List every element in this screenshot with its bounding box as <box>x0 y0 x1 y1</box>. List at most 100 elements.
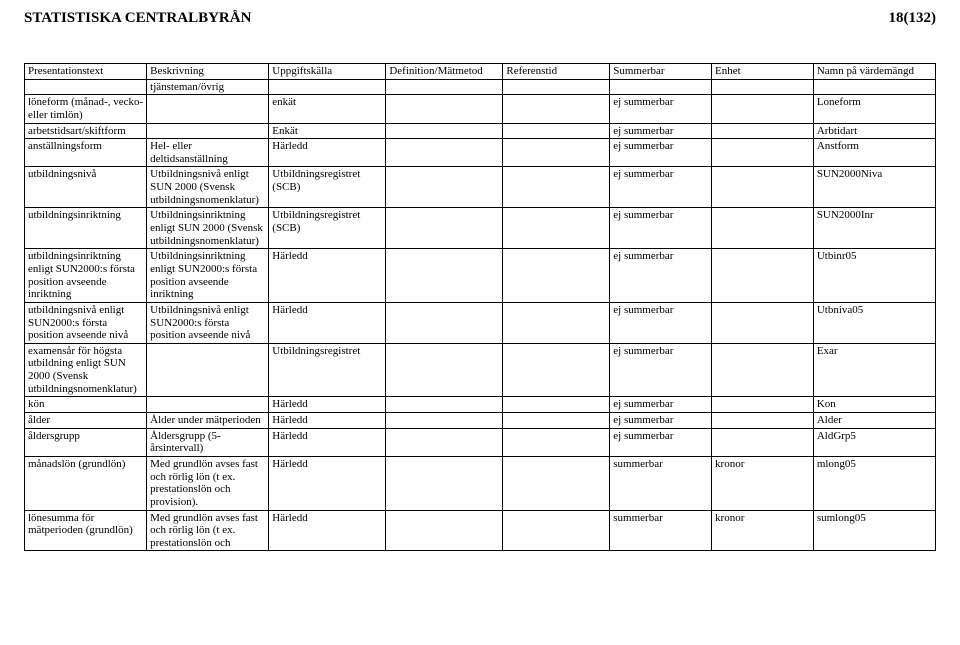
cell <box>386 208 503 249</box>
cell: Åldersgrupp (5-årsintervall) <box>147 428 269 456</box>
cell: Utbinr05 <box>813 249 935 303</box>
cell: utbildningsnivå <box>25 167 147 208</box>
cell: Utbildningsnivå enligt SUN2000:s första … <box>147 302 269 343</box>
cell: ej summerbar <box>610 413 712 429</box>
cell: månadslön (grundlön) <box>25 456 147 510</box>
cell <box>712 397 814 413</box>
cell: Utbildningsregistret (SCB) <box>269 208 386 249</box>
table-row: månadslön (grundlön)Med grundlön avses f… <box>25 456 936 510</box>
cell: utbildningsinriktning enligt SUN2000:s f… <box>25 249 147 303</box>
cell <box>386 456 503 510</box>
cell: Härledd <box>269 397 386 413</box>
org-name: STATISTISKA CENTRALBYRÅN <box>24 10 251 27</box>
cell <box>147 123 269 139</box>
cell: Ålder under mätperioden <box>147 413 269 429</box>
cell <box>147 343 269 397</box>
cell: AldGrp5 <box>813 428 935 456</box>
cell: lönesumma för mätperioden (grundlön) <box>25 510 147 551</box>
cell <box>386 397 503 413</box>
cell: Utbildningsregistret <box>269 343 386 397</box>
table-header-row: Presentationstext Beskrivning Uppgiftskä… <box>25 64 936 80</box>
cell: Härledd <box>269 456 386 510</box>
cell: ej summerbar <box>610 397 712 413</box>
table-row: löneform (månad-, vecko- eller timlön) en… <box>25 95 936 123</box>
cell: examensår för högsta utbildning enligt S… <box>25 343 147 397</box>
cell <box>712 95 814 123</box>
cell: Härledd <box>269 302 386 343</box>
cell <box>386 139 503 167</box>
cell: enkät <box>269 95 386 123</box>
col-header-0: Presentationstext <box>25 64 147 80</box>
cell <box>503 456 610 510</box>
cell: kronor <box>712 456 814 510</box>
cell <box>269 79 386 95</box>
cell: Med grundlön avses fast och rörlig lön (… <box>147 510 269 551</box>
cell: Utbildningsnivå enligt SUN 2000 (Svensk … <box>147 167 269 208</box>
col-header-7: Namn på värdemängd <box>813 64 935 80</box>
cell <box>503 79 610 95</box>
cell: Exar <box>813 343 935 397</box>
cell: ej summerbar <box>610 249 712 303</box>
cell <box>503 302 610 343</box>
col-header-1: Beskrivning <box>147 64 269 80</box>
cell: Enkät <box>269 123 386 139</box>
cell: löneform (månad-, vecko- eller timlön) <box>25 95 147 123</box>
cell: Härledd <box>269 510 386 551</box>
col-header-2: Uppgiftskälla <box>269 64 386 80</box>
cell: summerbar <box>610 510 712 551</box>
cell: arbetstidsart/skiftform <box>25 123 147 139</box>
cell: Utbniva05 <box>813 302 935 343</box>
cell <box>503 249 610 303</box>
cell: kronor <box>712 510 814 551</box>
cell: ej summerbar <box>610 428 712 456</box>
cell: ej summerbar <box>610 208 712 249</box>
cell <box>813 79 935 95</box>
cell <box>386 249 503 303</box>
cell: Härledd <box>269 139 386 167</box>
cell <box>712 428 814 456</box>
cell: tjänsteman/övrig <box>147 79 269 95</box>
cell: mlong05 <box>813 456 935 510</box>
page-number: 18(132) <box>889 10 937 27</box>
table-body: tjänsteman/övrig löneform (månad-, vecko… <box>25 79 936 551</box>
table-row: åldersgruppÅldersgrupp (5-årsintervall)H… <box>25 428 936 456</box>
cell: Härledd <box>269 428 386 456</box>
data-table: Presentationstext Beskrivning Uppgiftskä… <box>24 63 936 551</box>
cell: anställningsform <box>25 139 147 167</box>
cell: utbildningsnivå enligt SUN2000:s första … <box>25 302 147 343</box>
cell <box>503 139 610 167</box>
cell: kön <box>25 397 147 413</box>
cell <box>386 428 503 456</box>
cell <box>386 79 503 95</box>
cell <box>386 167 503 208</box>
cell <box>386 123 503 139</box>
document-page: STATISTISKA CENTRALBYRÅN 18(132) Present… <box>0 0 960 645</box>
cell <box>712 413 814 429</box>
cell: Utbildningsinriktning enligt SUN 2000 (S… <box>147 208 269 249</box>
cell <box>503 208 610 249</box>
cell: ej summerbar <box>610 343 712 397</box>
cell <box>503 123 610 139</box>
page-header: STATISTISKA CENTRALBYRÅN 18(132) <box>24 10 936 27</box>
cell <box>503 510 610 551</box>
cell: Alder <box>813 413 935 429</box>
cell: Härledd <box>269 249 386 303</box>
cell: Anstform <box>813 139 935 167</box>
col-header-5: Summerbar <box>610 64 712 80</box>
cell: ej summerbar <box>610 95 712 123</box>
cell <box>712 249 814 303</box>
cell: sumlong05 <box>813 510 935 551</box>
table-row: utbildningsnivå enligt SUN2000:s första … <box>25 302 936 343</box>
cell: ålder <box>25 413 147 429</box>
table-row: lönesumma för mätperioden (grundlön)Med … <box>25 510 936 551</box>
cell: Kon <box>813 397 935 413</box>
cell <box>712 343 814 397</box>
cell <box>147 397 269 413</box>
cell <box>503 397 610 413</box>
cell: Med grundlön avses fast och rörlig lön (… <box>147 456 269 510</box>
col-header-3: Definition/Mätmetod <box>386 64 503 80</box>
cell <box>503 413 610 429</box>
cell: Utbildningsregistret (SCB) <box>269 167 386 208</box>
cell: summerbar <box>610 456 712 510</box>
col-header-6: Enhet <box>712 64 814 80</box>
